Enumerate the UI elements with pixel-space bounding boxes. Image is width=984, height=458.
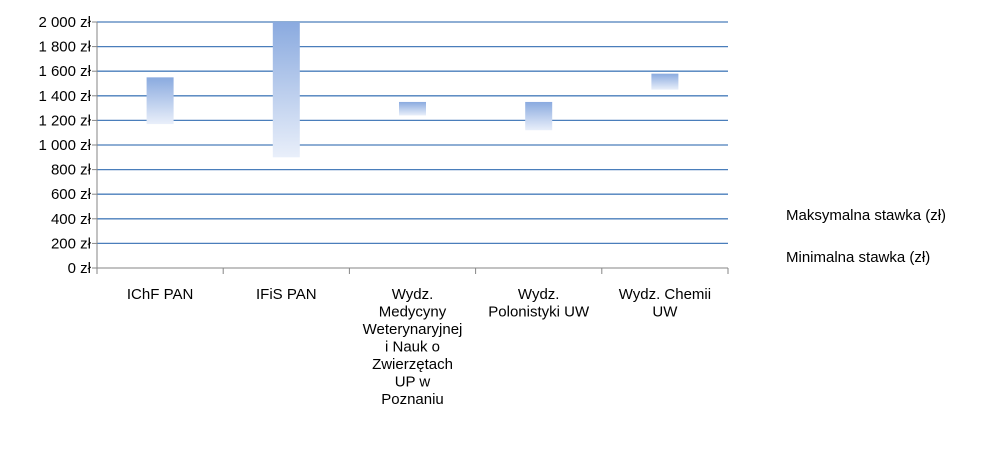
- y-tick-label: 600 zł: [51, 186, 92, 203]
- x-tick-label-line: UP w: [395, 374, 431, 391]
- x-tick-label-line: IChF PAN: [127, 286, 193, 303]
- y-tick-label: 1 200 zł: [38, 112, 91, 129]
- x-tick-label-line: IFiS PAN: [256, 286, 317, 303]
- x-tick-label-line: Wydz. Chemii: [619, 286, 711, 303]
- x-tick-label-line: Wydz.: [392, 286, 434, 303]
- x-tick-label: Wydz. Polonistyki UW: [488, 286, 590, 321]
- y-tick-label: 1 000 zł: [38, 137, 91, 154]
- x-tick-label-line: Weterynaryjnej: [363, 321, 463, 338]
- y-tick-label: 2 000 zł: [38, 14, 91, 31]
- range-bar: [651, 73, 679, 90]
- y-tick-label: 800 zł: [51, 162, 92, 179]
- x-tick-label-line: i Nauk o: [385, 339, 440, 356]
- legend-item-min: Minimalna stawka (zł): [786, 249, 931, 266]
- x-tick-label-line: UW: [652, 304, 678, 321]
- x-tick-label: Wydz. Chemii UW: [619, 286, 711, 321]
- range-bar: [272, 22, 300, 158]
- y-tick-label: 1 800 zł: [38, 39, 91, 56]
- legend-item-max: Maksymalna stawka (zł): [786, 207, 947, 224]
- range-bar: [525, 101, 553, 131]
- y-tick-label: 1 400 zł: [38, 88, 91, 105]
- x-tick-label-line: Zwierzętach: [372, 356, 453, 373]
- y-tick-label: 400 zł: [51, 211, 92, 228]
- range-bar: [399, 101, 426, 116]
- x-tick-label-line: Wydz.: [518, 286, 560, 303]
- y-tick-label: 200 zł: [51, 235, 92, 252]
- range-bar: [146, 77, 174, 125]
- x-tick-label-line: Medycyny: [379, 304, 447, 321]
- y-tick-label: 0 zł: [68, 260, 92, 277]
- x-tick-label: IFiS PAN: [256, 286, 317, 303]
- y-tick-label: 1 600 zł: [38, 63, 91, 80]
- x-tick-label-line: Poznaniu: [381, 391, 444, 408]
- x-tick-label-line: Polonistyki UW: [488, 304, 590, 321]
- x-tick-label: IChF PAN: [127, 286, 193, 303]
- x-tick-label: Wydz. Medycyny Weterynaryjnej i Nauk o Zwier…: [363, 286, 463, 408]
